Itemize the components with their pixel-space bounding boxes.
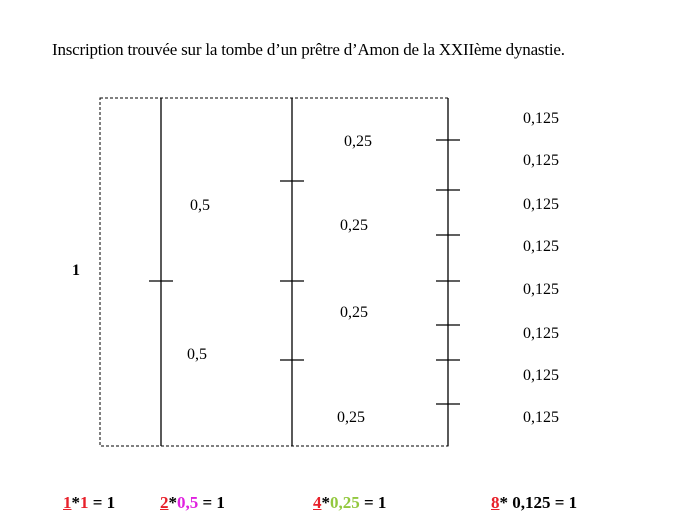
label-quarter: 0,25	[344, 133, 372, 150]
formula-operator: *	[321, 493, 331, 512]
formula-equals: = 1	[88, 493, 116, 512]
formula-count: 1	[63, 493, 72, 512]
formula-count: 8	[491, 493, 500, 512]
formula-value: 1	[80, 493, 89, 512]
label-eighth: 0,125	[523, 281, 559, 298]
label-eighth: 0,125	[523, 110, 559, 127]
label-eighth: 0,125	[523, 196, 559, 213]
label-eighth: 0,125	[523, 238, 559, 255]
formula-value: 0,5	[177, 493, 199, 512]
formula-equals: = 1	[198, 493, 225, 512]
label-eighth: 0,125	[523, 325, 559, 342]
label-eighth: 0,125	[523, 409, 559, 426]
label-eighth: 0,125	[523, 152, 559, 169]
formula-eighths: 8* 0,125 = 1	[491, 493, 577, 513]
formula-equals: = 1	[359, 493, 387, 512]
formula-quarters: 4*0,25 = 1	[313, 493, 386, 513]
label-whole: 1	[72, 262, 80, 279]
formula-operator: *	[71, 493, 81, 512]
formula-operator: *	[499, 493, 509, 512]
label-half: 0,5	[190, 197, 210, 214]
label-half: 0,5	[187, 346, 207, 363]
label-quarter: 0,25	[337, 409, 365, 426]
formula-count: 4	[313, 493, 322, 512]
title: Inscription trouvée sur la tombe d’un pr…	[52, 40, 565, 59]
formula-value: 0,125	[508, 493, 551, 512]
formula-whole: 1*1 = 1	[63, 493, 115, 513]
formula-value: 0,25	[330, 493, 360, 512]
formula-equals: = 1	[550, 493, 578, 512]
label-quarter: 0,25	[340, 304, 368, 321]
label-eighth: 0,125	[523, 367, 559, 384]
formula-count: 2	[160, 493, 169, 512]
label-quarter: 0,25	[340, 217, 368, 234]
formula-operator: *	[168, 493, 178, 512]
formula-halves: 2*0,5 = 1	[160, 493, 225, 513]
outer-dashed-frame	[99, 97, 449, 447]
